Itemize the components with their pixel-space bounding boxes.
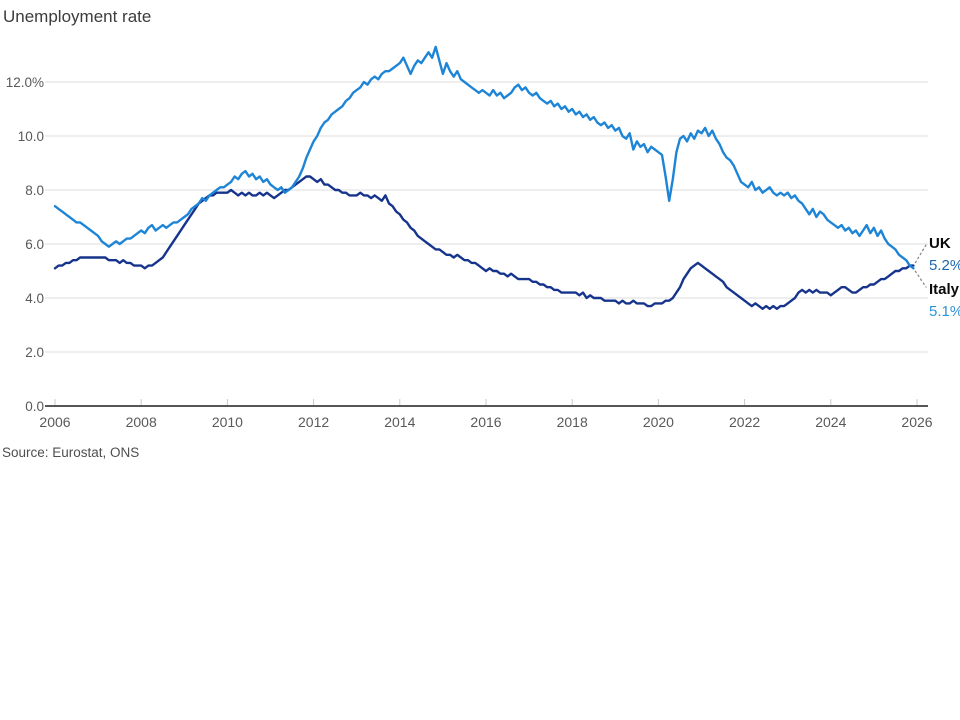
x-tick-label: 2026	[901, 414, 932, 430]
x-tick-label: 2012	[298, 414, 329, 430]
y-axis-labels: 12.0% 10.0 8.0 6.0 4.0 2.0 0.0	[6, 75, 44, 414]
x-tick-label: 2006	[39, 414, 70, 430]
uk-leader-line	[914, 244, 927, 264]
y-tick-label: 6.0	[25, 237, 44, 252]
x-axis-labels: 2006 2008 2010 2012 2014 2016 2018 2020 2022 2024…	[39, 414, 932, 430]
x-tick-label: 2008	[126, 414, 157, 430]
x-tick-label: 2014	[384, 414, 415, 430]
italy-end-label: Italy	[929, 281, 960, 298]
x-tick-label: 2018	[557, 414, 588, 430]
italy-end-value: 5.1%	[929, 303, 960, 320]
x-tick-label: 2016	[470, 414, 501, 430]
y-tick-label: 0.0	[25, 399, 44, 414]
chart-title: Unemployment rate	[3, 7, 151, 26]
unemployment-rate-chart: Unemployment rate 12.0% 10.0 8.0 6.0 4.0 2.0 0…	[2, 7, 960, 460]
leader-lines	[914, 244, 927, 288]
y-tick-label: 2.0	[25, 345, 44, 360]
x-tick-label: 2022	[729, 414, 760, 430]
uk-end-label: UK	[929, 235, 951, 252]
y-tick-label: 8.0	[25, 183, 44, 198]
x-axis	[45, 399, 928, 407]
x-tick-label: 2024	[815, 414, 846, 430]
x-tick-label: 2010	[212, 414, 243, 430]
x-tick-label: 2020	[643, 414, 674, 430]
uk-end-value: 5.2%	[929, 257, 960, 274]
y-tick-label: 4.0	[25, 291, 44, 306]
italy-series-line	[53, 45, 915, 270]
source-note: Source: Eurostat, ONS	[2, 445, 139, 460]
italy-leader-line	[914, 270, 927, 288]
y-gridlines	[45, 81, 928, 353]
series-lines	[53, 45, 915, 310]
y-tick-label: 10.0	[18, 129, 44, 144]
y-tick-label: 12.0%	[6, 75, 44, 90]
